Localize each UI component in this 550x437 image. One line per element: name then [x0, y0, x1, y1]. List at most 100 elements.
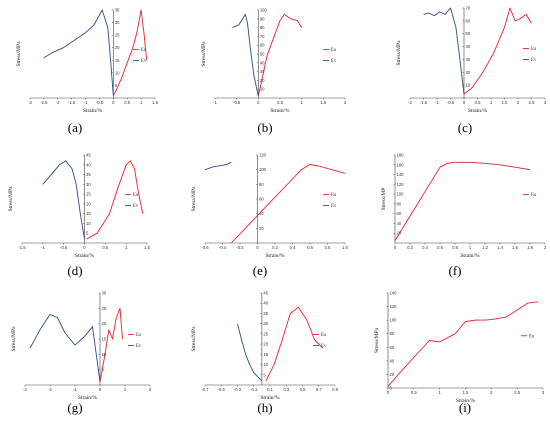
x-tick-label: -0.2 [236, 245, 244, 250]
x-tick-label: 0 [463, 100, 466, 105]
y-tick-label: 40 [390, 358, 395, 363]
chart-panel-6: 0 0.2 0.4 0.6 0.8 1 1.2 1.4 1.6 1.8 22040608010012… [381, 153, 547, 260]
x-tick-label: -1 [213, 100, 217, 105]
x-axis-title: Strain/% [460, 253, 480, 259]
series-line-ev [29, 314, 101, 382]
legend-label-eu: Eu [321, 333, 327, 338]
x-tick-label: 0.2 [272, 245, 278, 250]
series-line-ev [232, 13, 259, 97]
panel-label: (d) [67, 263, 82, 278]
chart-panel-9: 0 0.5 1 1.5 2 2.5 3 0 20 40 60 80 100 120 140 Strain/% S… [374, 291, 545, 405]
series-line-eu [463, 7, 532, 95]
y-tick-label: 20 [466, 70, 471, 75]
x-tick-label: 0.5 [411, 390, 417, 395]
x-tick-label: 0.5 [277, 100, 283, 105]
x-axis-title: Strain/% [468, 108, 488, 114]
x-tick-label: -1.5 [68, 100, 76, 105]
y-axis-title: Stress/MPa [191, 186, 197, 212]
x-tick-label: 0.1 [267, 387, 273, 392]
legend-label-eu: Eu [331, 193, 337, 198]
x-tick-label: 1 [125, 245, 128, 250]
x-tick-label: 1.5 [144, 245, 150, 250]
x-tick-label: 0.9 [332, 387, 338, 392]
series-line-eu [230, 164, 346, 244]
y-tick-label: 40 [466, 44, 471, 49]
y-tick-label: 70 [466, 6, 471, 11]
y-tick-label: 35 [115, 8, 120, 13]
y-tick-label: 15 [102, 337, 107, 342]
y-tick-label: 30 [102, 291, 107, 296]
x-tick-label: 1.8 [527, 245, 533, 250]
x-tick-label: 2 [517, 100, 520, 105]
legend-label-ev: Ev [136, 344, 142, 349]
x-tick-label: 0.4 [422, 245, 428, 250]
y-tick-label: 35 [263, 311, 268, 316]
legend-label-ev: Ev [531, 58, 537, 63]
x-tick-label: -2 [408, 100, 412, 105]
y-tick-label: 160 [397, 162, 405, 167]
y-tick-label: 140 [390, 291, 398, 296]
legend-label-eu: Eu [141, 48, 147, 53]
panel-label: (f) [449, 263, 462, 278]
y-tick-label: 40 [259, 211, 264, 216]
y-tick-label: 10 [260, 87, 265, 92]
panel-label: (c) [458, 120, 472, 135]
y-tick-label: 50 [260, 52, 265, 57]
x-tick-label: 1 [124, 387, 127, 392]
x-tick-label: 1.6 [512, 245, 518, 250]
y-axis-title: Stress/MPa [374, 327, 380, 353]
x-tick-label: -0.5 [233, 100, 241, 105]
y-tick-label: 5 [86, 231, 89, 236]
panel-label: (h) [257, 400, 272, 415]
chart-panel-2: -1 -0.5 0 0.5 1 1.5 2 10 20 30 40 50 60 70 80 90 100 Stra… [201, 8, 347, 115]
legend-label-ev: Ev [331, 59, 337, 64]
x-tick-label: 0 [99, 387, 102, 392]
x-tick-label: 0.3 [283, 387, 289, 392]
y-tick-label: 100 [260, 8, 268, 13]
x-tick-label: -1.5 [420, 100, 428, 105]
y-tick-label: 100 [397, 192, 405, 197]
y-tick-label: 15 [115, 58, 120, 63]
y-tick-label: 40 [260, 60, 265, 65]
y-tick-label: 20 [259, 226, 264, 231]
y-tick-label: 20 [263, 342, 268, 347]
x-axis-title: Strain/% [270, 108, 290, 114]
x-tick-label: 0 [112, 100, 115, 105]
y-tick-label: 45 [86, 153, 91, 158]
y-axis-title: Stress/MPa [396, 40, 402, 66]
x-tick-label: -1 [435, 100, 439, 105]
y-tick-label: 30 [260, 69, 265, 74]
legend-label-eu: Eu [531, 193, 537, 198]
series-line-eu [265, 306, 324, 382]
series-line-ev [237, 323, 263, 382]
x-tick-label: 2 [490, 390, 493, 395]
y-tick-label: 0 [390, 386, 393, 391]
x-tick-label: -1.5 [18, 245, 26, 250]
y-axis-title: Stress/MPa [11, 326, 17, 352]
y-axis-title: Stress/MP [381, 188, 387, 211]
y-tick-label: 40 [263, 301, 268, 306]
x-tick-label: -0.6 [201, 245, 209, 250]
x-tick-label: -0.5 [96, 100, 104, 105]
chart-panel-8: -0.7 -0.5 -0.3 -0.1 0.1 0.3 0.5 0.7 0.9 5 10 15 20 25… [191, 291, 339, 402]
panel-label: (g) [67, 400, 82, 415]
x-axis-title: Strain/% [78, 395, 98, 401]
x-tick-label: 0.5 [124, 100, 130, 105]
x-tick-label: -0.3 [234, 387, 242, 392]
x-tick-label: 1 [438, 390, 441, 395]
y-tick-label: 20 [390, 372, 395, 377]
x-tick-label: 2 [544, 245, 547, 250]
series-line-eu [257, 13, 303, 97]
chart-panel-4: -1.5 -1 -0.5 0 0.5 1 1.5 5 10 15 20 25 30 35 40 45 Strai… [8, 153, 151, 260]
legend-label-eu: Eu [531, 47, 537, 52]
x-tick-label: 0.8 [452, 245, 458, 250]
legend-label-eu: Eu [529, 334, 535, 339]
y-tick-label: 80 [397, 201, 402, 206]
y-tick-label: 60 [466, 18, 471, 23]
x-tick-label: 0 [394, 245, 397, 250]
x-tick-label: -1 [41, 245, 45, 250]
x-tick-label: 0 [387, 390, 390, 395]
y-tick-label: 80 [260, 25, 265, 30]
